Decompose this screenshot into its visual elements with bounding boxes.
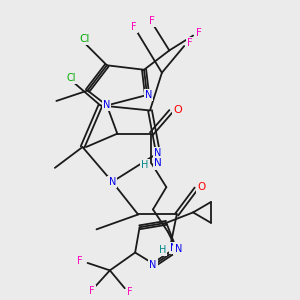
Text: N: N bbox=[175, 244, 182, 254]
Text: F: F bbox=[89, 286, 95, 296]
Text: N: N bbox=[170, 243, 178, 253]
Text: O: O bbox=[197, 182, 206, 192]
Text: H: H bbox=[141, 160, 148, 170]
Text: F: F bbox=[187, 38, 193, 48]
Text: F: F bbox=[131, 22, 137, 32]
Text: N: N bbox=[154, 158, 162, 168]
Text: N: N bbox=[149, 260, 157, 270]
Text: Cl: Cl bbox=[67, 73, 76, 83]
Text: H: H bbox=[159, 244, 166, 255]
Text: Cl: Cl bbox=[80, 34, 90, 44]
Text: N: N bbox=[154, 148, 162, 158]
Text: F: F bbox=[77, 256, 83, 266]
Text: F: F bbox=[127, 287, 133, 297]
Text: N: N bbox=[103, 100, 110, 110]
Text: N: N bbox=[109, 177, 116, 187]
Text: F: F bbox=[148, 16, 154, 26]
Text: O: O bbox=[173, 105, 182, 115]
Text: N: N bbox=[145, 90, 152, 100]
Text: F: F bbox=[196, 28, 202, 38]
